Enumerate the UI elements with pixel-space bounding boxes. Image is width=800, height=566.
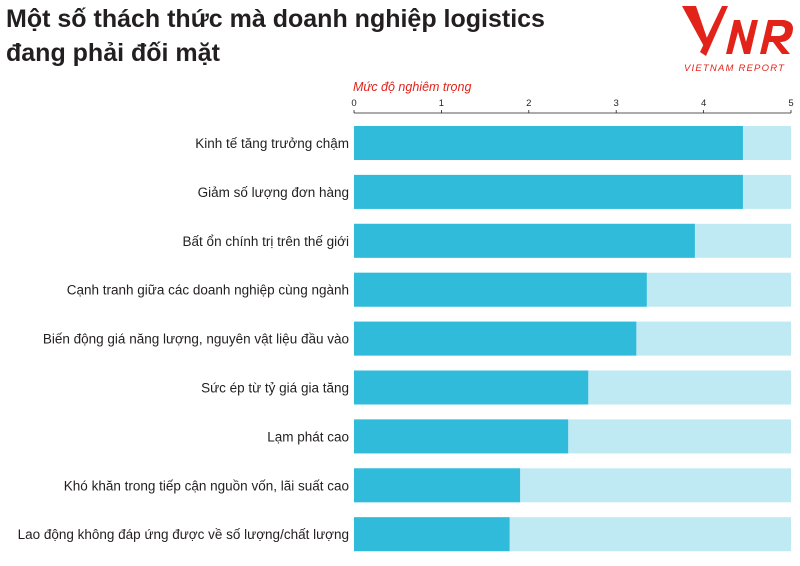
x-axis-ticks: 0 1 2 3 4 5: [351, 98, 794, 113]
x-tick-label: 4: [701, 98, 706, 109]
x-tick-label: 3: [614, 98, 619, 109]
bar: [354, 126, 743, 160]
bar: [354, 468, 521, 503]
chart-title-line-2: đang phải đối mặt: [6, 39, 220, 67]
category-label: Khó khăn trong tiếp cận nguồn vốn, lãi s…: [64, 478, 349, 493]
x-tick-label: 2: [526, 98, 531, 109]
logo-caption: VIETNAM REPORT: [684, 63, 785, 74]
chart-title: Một số thách thức mà doanh nghiệp logist…: [6, 2, 606, 70]
vnr-logo: VIETNAM REPORT: [676, 0, 800, 76]
bar: [354, 517, 510, 552]
category-label: Sức ép từ tỷ giá gia tăng: [201, 381, 349, 396]
x-tick-label: 0: [351, 98, 356, 109]
vnr-logo-mark: VIETNAM REPORT: [682, 6, 793, 74]
category-label: Bất ổn chính trị trên thế giới: [183, 234, 349, 249]
bar: [354, 321, 637, 356]
category-label: Cạnh tranh giữa các doanh nghiệp cùng ng…: [67, 283, 349, 298]
bar: [354, 370, 589, 405]
bar: [354, 419, 569, 454]
bar: [354, 223, 695, 258]
bar: [354, 272, 647, 307]
category-label: Kinh tế tăng trưởng chậm: [195, 136, 349, 151]
bar-series: Kinh tế tăng trưởng chậm Giảm số lượng đơ…: [18, 126, 791, 552]
category-label: Biến động giá năng lượng, nguyên vật liệ…: [43, 332, 349, 347]
category-label: Lao động không đáp ứng được về số lượng/…: [18, 527, 349, 542]
x-tick-label: 1: [439, 98, 444, 109]
x-axis-title: Mức độ nghiêm trọng: [353, 80, 471, 94]
x-tick-label: 5: [788, 98, 793, 109]
category-label: Giảm số lượng đơn hàng: [198, 185, 349, 200]
chart-title-line-1: Một số thách thức mà doanh nghiệp logist…: [6, 5, 545, 33]
bar: [354, 174, 743, 209]
category-label: Lạm phát cao: [267, 429, 349, 444]
